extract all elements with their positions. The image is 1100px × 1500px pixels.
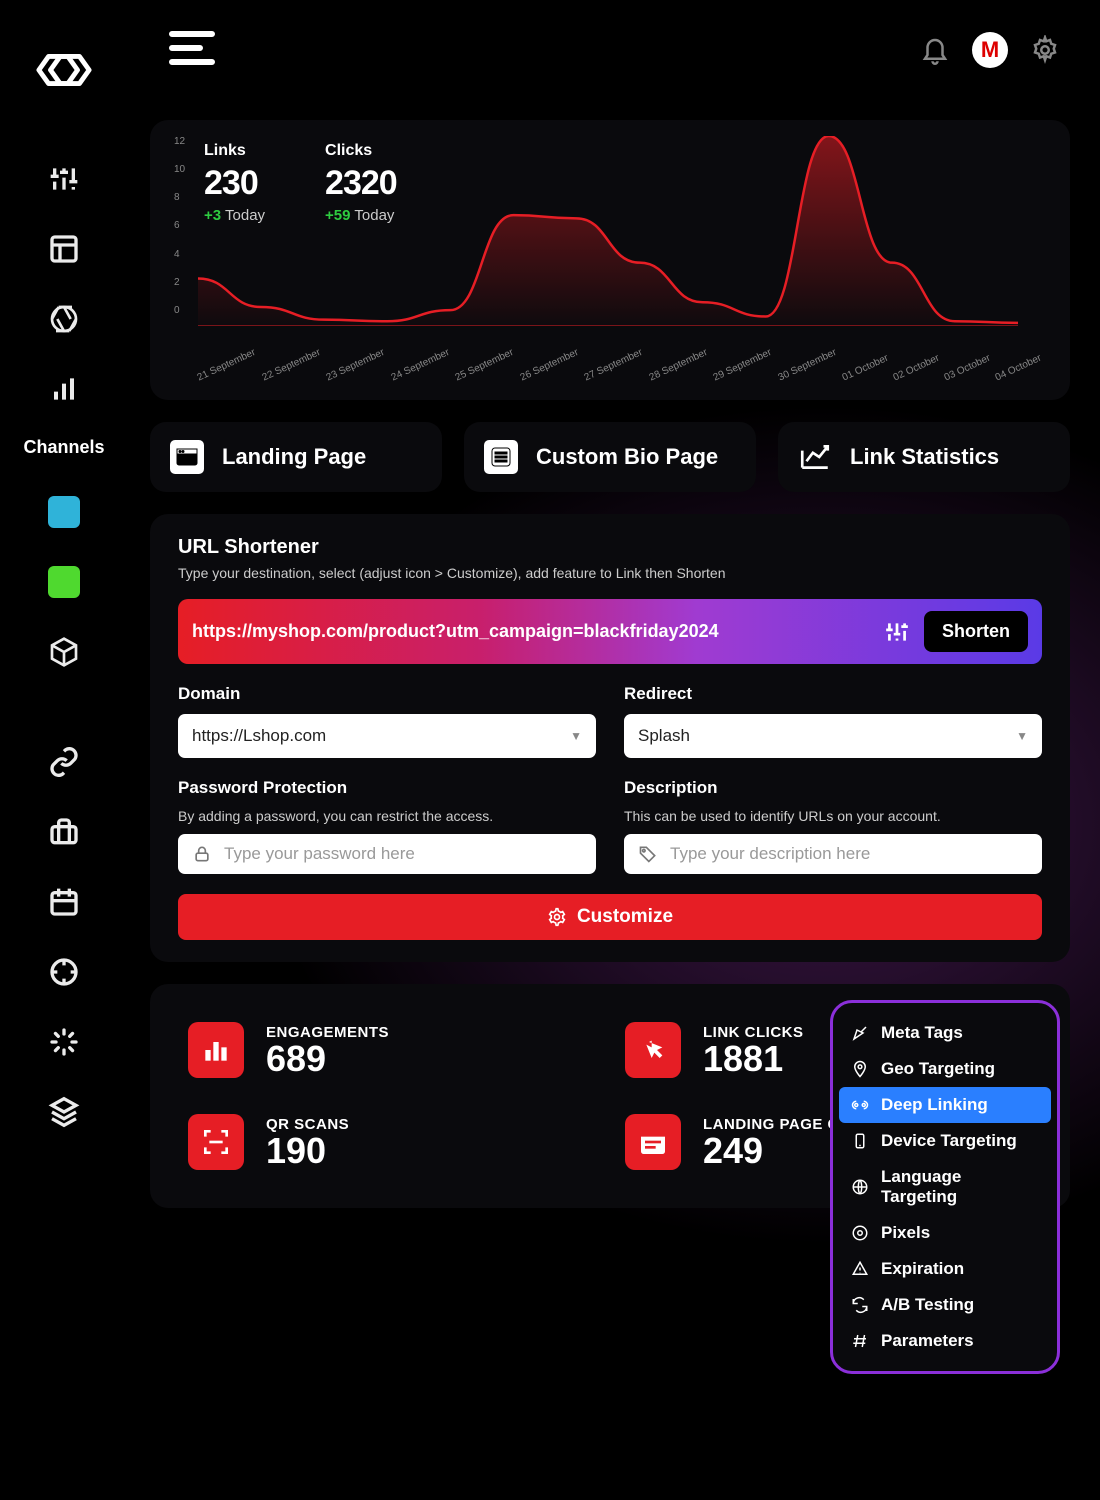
stat-value: 230	[204, 164, 265, 203]
password-label: Password Protection	[178, 778, 596, 798]
stat-clicks: Clicks 2320 +59 Today	[325, 142, 397, 224]
stat-links: Links 230 +3 Today	[204, 142, 265, 224]
aperture-icon[interactable]	[48, 303, 80, 335]
avatar[interactable]: M	[972, 32, 1008, 68]
action-label: Custom Bio Page	[536, 444, 718, 470]
calendar-icon[interactable]	[48, 886, 80, 918]
stat-label: Links	[204, 142, 265, 160]
shortener-subtitle: Type your destination, select (adjust ic…	[178, 565, 1042, 581]
lock-icon	[192, 844, 212, 864]
chart-panel: 121086420 Links 230 +3 Today Clicks 2320…	[150, 120, 1070, 400]
bio-page-button[interactable]: Custom Bio Page	[464, 422, 756, 492]
layout-icon[interactable]	[48, 233, 80, 265]
customize-button[interactable]: Customize	[178, 894, 1042, 940]
action-label: Landing Page	[222, 444, 366, 470]
landing-page-button[interactable]: Landing Page	[150, 422, 442, 492]
qr-icon	[188, 1114, 244, 1170]
customize-popover: Meta TagsGeo TargetingDeep LinkingDevice…	[830, 1000, 1060, 1374]
description-input[interactable]	[670, 844, 1028, 864]
adjust-icon[interactable]	[884, 619, 910, 645]
bell-icon[interactable]	[920, 35, 950, 65]
stat-label: Clicks	[325, 142, 397, 160]
redirect-field: Redirect Splash▼	[624, 684, 1042, 758]
logo[interactable]	[35, 48, 93, 97]
popover-item-meta-tags[interactable]: Meta Tags	[833, 1015, 1057, 1051]
channels-label: Channels	[23, 437, 104, 458]
browser-icon	[170, 440, 204, 474]
crosshair-icon[interactable]	[48, 956, 80, 988]
list-icon	[484, 440, 518, 474]
page-icon	[625, 1114, 681, 1170]
password-hint: By adding a password, you can restrict t…	[178, 808, 596, 824]
stat-today: +59 Today	[325, 207, 397, 224]
click-icon	[625, 1022, 681, 1078]
chart-xaxis: 21 September22 September23 September24 S…	[198, 373, 1046, 384]
popover-item-device-targeting[interactable]: Device Targeting	[833, 1123, 1057, 1159]
stats-icon	[798, 440, 832, 474]
tag-icon	[638, 844, 658, 864]
channel-swatch-cyan[interactable]	[48, 496, 80, 528]
package-icon[interactable]	[48, 636, 80, 668]
popover-item-parameters[interactable]: Parameters	[833, 1323, 1057, 1359]
briefcase-icon[interactable]	[48, 816, 80, 848]
layers-icon[interactable]	[48, 1096, 80, 1128]
bar-chart-icon	[188, 1022, 244, 1078]
domain-field: Domain https://Lshop.com▼	[178, 684, 596, 758]
stat-qr-scans: QR SCANS190	[188, 1114, 595, 1170]
url-input-row: https://myshop.com/product?utm_campaign=…	[178, 599, 1042, 664]
popover-item-expiration[interactable]: Expiration	[833, 1251, 1057, 1287]
url-input[interactable]: https://myshop.com/product?utm_campaign=…	[192, 621, 870, 642]
bars-icon[interactable]	[48, 373, 80, 405]
chart-yaxis: 121086420	[174, 136, 185, 316]
menu-icon[interactable]	[168, 28, 216, 73]
password-input[interactable]	[224, 844, 582, 864]
shorten-button[interactable]: Shorten	[924, 611, 1028, 652]
domain-label: Domain	[178, 684, 596, 704]
gear-icon[interactable]	[1030, 35, 1060, 65]
domain-select[interactable]: https://Lshop.com▼	[178, 714, 596, 758]
topbar: M	[128, 0, 1100, 100]
sidebar: Channels	[0, 0, 128, 1500]
popover-item-language-targeting[interactable]: Language Targeting	[833, 1159, 1057, 1215]
sliders-icon[interactable]	[48, 163, 80, 195]
popover-item-a-b-testing[interactable]: A/B Testing	[833, 1287, 1057, 1323]
link-icon[interactable]	[48, 746, 80, 778]
stat-value: 2320	[325, 164, 397, 203]
stat-engagements: ENGAGEMENTS689	[188, 1022, 595, 1078]
popover-item-pixels[interactable]: Pixels	[833, 1215, 1057, 1251]
action-row: Landing Page Custom Bio Page Link Statis…	[150, 422, 1070, 492]
link-stats-button[interactable]: Link Statistics	[778, 422, 1070, 492]
popover-item-geo-targeting[interactable]: Geo Targeting	[833, 1051, 1057, 1087]
loading-icon[interactable]	[48, 1026, 80, 1058]
redirect-select[interactable]: Splash▼	[624, 714, 1042, 758]
description-field: Description This can be used to identify…	[624, 778, 1042, 874]
gear-icon	[547, 907, 567, 927]
stat-today: +3 Today	[204, 207, 265, 224]
redirect-label: Redirect	[624, 684, 1042, 704]
popover-item-deep-linking[interactable]: Deep Linking	[839, 1087, 1051, 1123]
shortener-panel: URL Shortener Type your destination, sel…	[150, 514, 1070, 962]
password-field: Password Protection By adding a password…	[178, 778, 596, 874]
description-label: Description	[624, 778, 1042, 798]
action-label: Link Statistics	[850, 444, 999, 470]
shortener-title: URL Shortener	[178, 536, 1042, 559]
description-hint: This can be used to identify URLs on you…	[624, 808, 1042, 824]
channel-swatch-green[interactable]	[48, 566, 80, 598]
